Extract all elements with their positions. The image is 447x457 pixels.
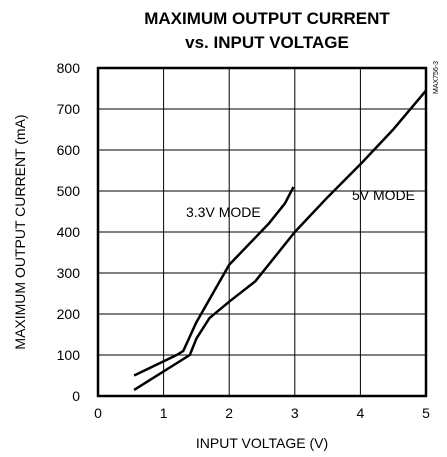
y-tick-label: 600	[57, 142, 81, 158]
x-tick-label: 0	[94, 405, 102, 421]
series-line-3v3-mode	[133, 186, 295, 377]
series-label-5v: 5V MODE	[352, 187, 415, 203]
x-tick-label: 1	[160, 405, 168, 421]
y-tick-label: 300	[57, 265, 81, 281]
x-tick-label: 4	[357, 405, 365, 421]
tick-labels: 0 1 2 3 4 5 0 100 200 300 400 500 600 700 800	[57, 60, 430, 421]
y-tick-label: 500	[57, 183, 81, 199]
series-layer	[133, 89, 427, 391]
y-axis-label: MAXIMUM OUTPUT CURRENT (mA)	[12, 114, 28, 349]
series-line-5v-mode	[133, 89, 427, 391]
chart-title: MAXIMUM OUTPUT CURRENT	[144, 9, 390, 28]
x-tick-label: 2	[225, 405, 233, 421]
x-tick-label: 3	[291, 405, 299, 421]
x-axis-label: INPUT VOLTAGE (V)	[196, 435, 328, 451]
y-tick-label: 100	[57, 347, 81, 363]
chart-subtitle: vs. INPUT VOLTAGE	[185, 33, 349, 52]
x-tick-label: 5	[422, 405, 430, 421]
part-number-watermark: MAX756-3	[433, 61, 440, 94]
y-tick-label: 700	[57, 101, 81, 117]
y-tick-label: 800	[57, 60, 81, 76]
y-tick-label: 400	[57, 224, 81, 240]
y-tick-label: 200	[57, 306, 81, 322]
y-tick-label: 0	[72, 388, 80, 404]
series-label-3v3: 3.3V MODE	[186, 204, 261, 220]
plot-frame	[96, 66, 428, 398]
